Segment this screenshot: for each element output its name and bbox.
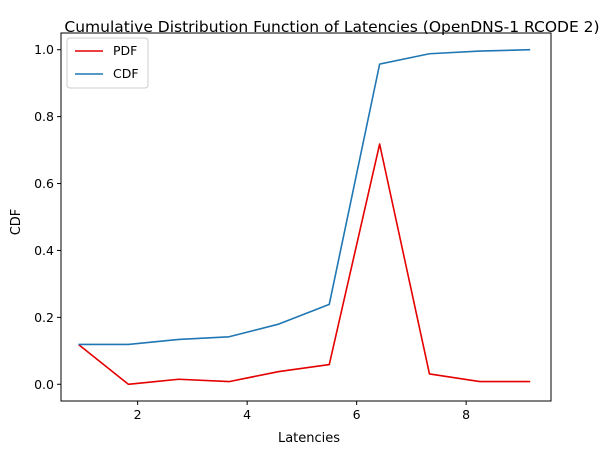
y-tick-label: 0.0 xyxy=(34,377,54,392)
x-tick-label: 6 xyxy=(353,407,361,422)
axes-frame xyxy=(60,32,552,402)
y-tick-label: 1.0 xyxy=(34,42,54,57)
legend-label-cdf: CDF xyxy=(113,66,139,81)
y-axis-label: CDF xyxy=(9,209,24,236)
y-tick-label: 0.2 xyxy=(34,310,54,325)
x-tick-label: 4 xyxy=(243,407,251,422)
legend-label-pdf: PDF xyxy=(113,43,137,58)
legend: PDF CDF xyxy=(66,37,149,89)
series-line-pdf xyxy=(78,143,531,386)
y-tick-label: 0.4 xyxy=(34,243,54,258)
series-layer xyxy=(78,48,531,386)
plot-area xyxy=(60,32,552,402)
series-line-cdf xyxy=(78,48,531,346)
y-tick-label: 0.6 xyxy=(34,176,54,191)
y-tick-label: 0.8 xyxy=(34,109,54,124)
x-axis-label: Latencies xyxy=(278,431,340,446)
x-axis-ticks: 2 4 6 8 xyxy=(134,401,470,422)
chart-title: Cumulative Distribution Function of Late… xyxy=(64,18,599,36)
y-axis-ticks: 0.0 0.2 0.4 0.6 0.8 1.0 xyxy=(34,42,61,392)
x-tick-label: 2 xyxy=(134,407,142,422)
x-tick-label: 8 xyxy=(462,407,470,422)
